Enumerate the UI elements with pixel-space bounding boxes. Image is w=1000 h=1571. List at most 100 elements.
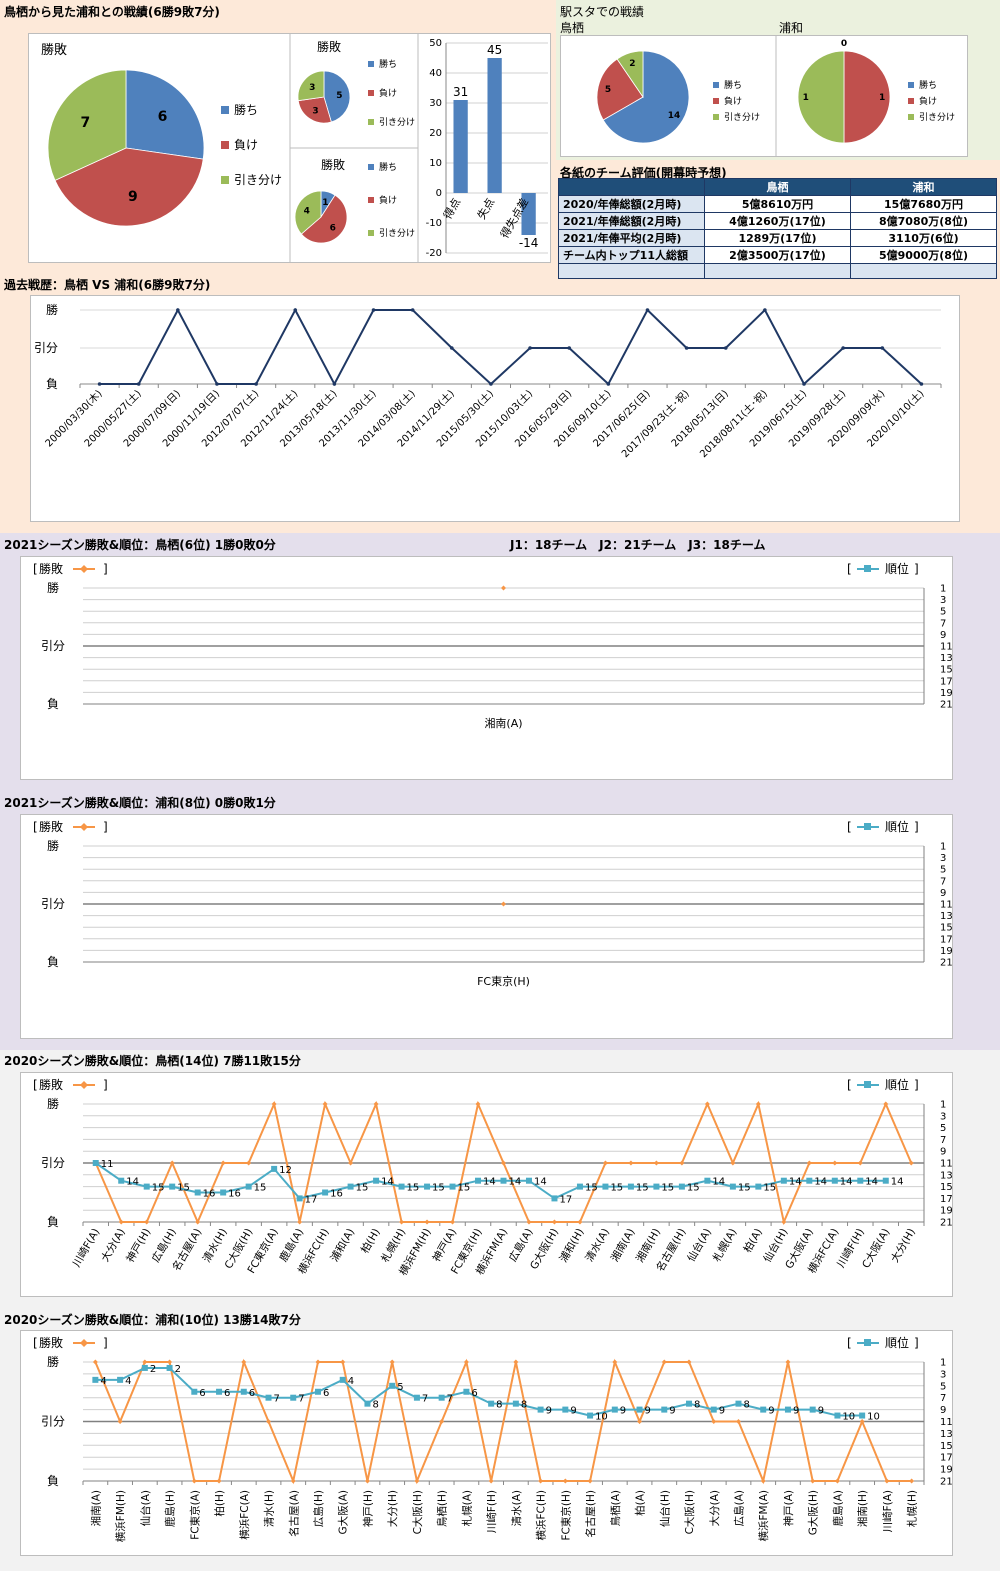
s2020_urawa-opponent-24: C大阪(H): [683, 1490, 696, 1534]
s2020_tosu-rank-tick-19: 19: [940, 1206, 952, 1217]
s2020_tosu-rank-label-23: 15: [687, 1183, 700, 1194]
s2020_urawa-rank-label-29: 9: [818, 1406, 824, 1417]
s2020_urawa-rank-tick-15: 15: [940, 1441, 952, 1452]
home-legend-loss: 負け: [379, 87, 397, 99]
legend-rank-label: 順位: [885, 1077, 909, 1092]
s2020_tosu-opponent-24: 仙台(A): [685, 1226, 714, 1264]
s2020-urawa-panel: [勝敗][順位] 1 3 5 7 9 11 13 15 17 19 21 勝引分負 4 4 2 2 6 6 6 7 7 6 4…: [20, 1330, 953, 1556]
s2021_tosu-rank-tick-1: 1: [940, 584, 946, 595]
s2021_urawa-rank-tick-1: 1: [940, 842, 946, 853]
s2020_tosu-result-point-17: [526, 1219, 532, 1225]
s2020_tosu-rank-tick-15: 15: [940, 1182, 952, 1193]
s2020_tosu-rank-point-18: [551, 1195, 558, 1202]
eval-cell-3-2: 5億9000万(8位): [850, 246, 997, 264]
s2020_urawa-result-point-6: [241, 1359, 247, 1365]
goals-category-1: 失点: [475, 196, 497, 222]
s2021_tosu-rank-tick-11: 11: [940, 642, 952, 653]
home_pie-slice-2: [297, 70, 325, 102]
stadium_tosu_pie-slice-0: [602, 50, 690, 144]
s2020_urawa-rank-label-24: 8: [694, 1400, 700, 1411]
s2020_urawa-rank-label-2: 2: [150, 1364, 156, 1375]
stadium_tosu_pie-label-2: 2: [629, 59, 635, 69]
s2020_urawa-rank-point-13: [413, 1394, 420, 1401]
home_pie-label-1: 3: [312, 106, 318, 116]
s2020_urawa-opponent-7: 清水(H): [263, 1490, 276, 1527]
s2020_urawa-rank-point-11: [364, 1400, 371, 1407]
s2020_tosu-rank-point-2: [143, 1183, 150, 1190]
s2020_tosu-rank-label-16: 14: [509, 1177, 522, 1188]
s2020_tosu-result-point-18: [551, 1219, 557, 1225]
s2020_urawa-rank-label-18: 9: [546, 1406, 552, 1417]
s2020_tosu-result-point-13: [424, 1219, 430, 1225]
s2020_tosu-rank-label-17: 14: [534, 1177, 547, 1188]
s2020_urawa-rank-point-5: [216, 1388, 223, 1395]
s2020_tosu-rank-point-27: [780, 1177, 787, 1184]
eval-cell-2-2: 3110万(6位): [850, 229, 997, 247]
s2020_urawa-rank-tick-1: 1: [940, 1358, 946, 1369]
s2020_urawa-result-point-7: [266, 1419, 272, 1424]
s2020_urawa-result-point-33: [909, 1478, 915, 1484]
s2020_urawa-result-point-3: [167, 1359, 173, 1365]
away-legend-draw: 引き分け: [379, 228, 415, 239]
history-point-5: [293, 308, 298, 312]
s2020_urawa-opponent-10: G大阪(A): [337, 1490, 350, 1535]
history-date-15: 2017/09/23(土･祝): [619, 387, 692, 460]
history-point-21: [919, 382, 924, 386]
s2020_urawa-result-point-28: [785, 1359, 791, 1365]
s2020_urawa-rank-label-5: 6: [224, 1388, 230, 1399]
goals-value-1: 45: [487, 43, 502, 57]
s2020_tosu-rank-tick-1: 1: [940, 1100, 946, 1111]
s2020_tosu-rank-label-12: 15: [407, 1183, 420, 1194]
s2020_urawa-rank-label-19: 9: [570, 1406, 576, 1417]
s2021_tosu-rank-tick-19: 19: [940, 688, 952, 699]
history-title: 過去戦歴：鳥栖 VS 浦和(6勝9敗7分): [4, 278, 211, 292]
s2020_tosu-rank-point-11: [373, 1177, 380, 1184]
history-point-18: [802, 382, 806, 386]
s2020_tosu-rank-point-24: [704, 1177, 711, 1184]
s2020_urawa-opponent-16: 川崎F(H): [485, 1490, 498, 1533]
s2020_urawa-rank-point-30: [834, 1412, 841, 1419]
goals-tick-0: 0: [436, 188, 442, 199]
overall_pie-label-1: 9: [128, 189, 138, 205]
s2020_tosu-opponent-20: 清水(A): [583, 1226, 612, 1264]
legend-rank-bracket-open: [: [847, 820, 852, 834]
s2020_tosu-rank-label-24: 14: [712, 1177, 725, 1188]
season2020-tosu-title: 2020シーズン勝敗&順位：鳥栖(14位) 7勝11敗15分: [4, 1054, 301, 1068]
table-row: 2021/年俸平均(2月時) 1289万(17位) 3110万(6位): [558, 229, 997, 247]
stadium_urawa_pie-slice-2: [797, 50, 845, 144]
goals-tick-40: 40: [429, 68, 442, 79]
s2020_tosu-rank-label-4: 16: [203, 1189, 216, 1200]
s2020_urawa-rank-point-20: [587, 1412, 594, 1419]
s2020_urawa-rank-point-7: [265, 1394, 272, 1401]
stadium_tosu_pie-pie: 14 5 2: [596, 50, 690, 144]
overall_pie-label-0: 6: [158, 109, 168, 125]
s2020_urawa-rank-tick-17: 17: [940, 1453, 952, 1464]
stadium_urawa_pie-label-1: 1: [879, 93, 885, 103]
s2020_tosu-result-point-8: [297, 1219, 303, 1225]
legend-rank-marker: [864, 565, 871, 572]
stadium-panel: 14 5 2 勝ち 負け 引き分け 0 1 1 勝ち 負け 引き分け: [560, 35, 968, 157]
stadium_urawa_pie-label-0: 0: [841, 39, 847, 49]
eval-cell-2-0: 2021/年俸平均(2月時): [558, 229, 705, 247]
stadium-urawa-legend-loss: 負け: [919, 95, 937, 107]
home_pie-label-2: 3: [309, 83, 315, 93]
away_pie-label-1: 6: [330, 223, 336, 233]
s2020_tosu-rank-label-31: 14: [891, 1177, 904, 1188]
history-panel: 勝引分負 2000/03/30(木) 2000/05/27(土) 2000/07/09…: [30, 295, 960, 522]
s2020_urawa-result-point-20: [587, 1478, 593, 1484]
s2020_tosu-opponent-14: 神戸(A): [430, 1226, 459, 1264]
s2020_urawa-rank-label-31: 10: [867, 1412, 880, 1423]
s2020_tosu-rank-label-1: 14: [126, 1177, 139, 1188]
history-point-13: [606, 382, 611, 386]
s2020_urawa-opponent-5: 柏(H): [213, 1490, 226, 1517]
s2020_urawa-rank-point-16: [488, 1400, 495, 1407]
s2020_tosu-rank-point-16: [500, 1177, 507, 1184]
s2021_tosu-ylabel-loss: 負: [47, 697, 59, 711]
s2020_urawa-result-point-1: [117, 1419, 123, 1424]
s2021_tosu-rank-tick-13: 13: [940, 653, 952, 664]
legend-result-bracket-close: ]: [103, 820, 108, 834]
history-point-0: [97, 382, 102, 386]
s2020_tosu-rank-tick-7: 7: [940, 1135, 946, 1146]
s2020_urawa-rank-label-23: 9: [669, 1406, 675, 1417]
